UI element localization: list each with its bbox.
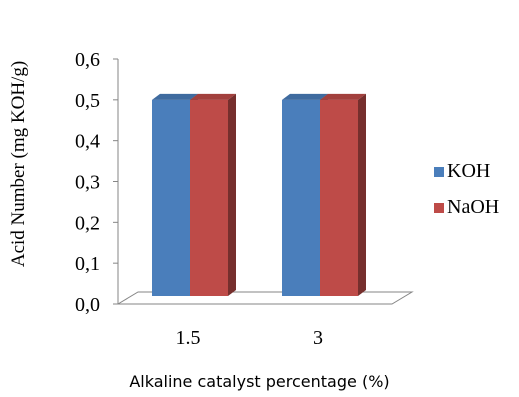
legend: KOH NaOH bbox=[434, 160, 499, 218]
y-tick-label: 0,5 bbox=[75, 90, 100, 112]
y-tick-label: 0,4 bbox=[75, 131, 100, 153]
bar-naoh-3 bbox=[320, 93, 366, 296]
y-tick-label: 0,3 bbox=[75, 172, 100, 194]
chart-bars bbox=[152, 93, 366, 296]
legend-label-koh: KOH bbox=[447, 160, 490, 182]
x-tick-label: 1.5 bbox=[176, 327, 201, 349]
legend-swatch-naoh bbox=[434, 203, 444, 213]
bar-front bbox=[320, 99, 358, 296]
bar-top bbox=[152, 93, 198, 100]
bar-front bbox=[190, 99, 228, 296]
y-tick-label: 0,0 bbox=[75, 294, 100, 316]
bar-naoh-1.5 bbox=[190, 93, 236, 296]
y-tick-label: 0,2 bbox=[75, 212, 100, 234]
y-axis-label: Acid Number (mg KOH/g) bbox=[8, 61, 29, 267]
bar-side bbox=[358, 93, 366, 296]
y-tick-labels: 0,0 0,1 0,2 0,3 0,4 0,5 0,6 bbox=[75, 49, 100, 316]
x-axis-label: Alkaline catalyst percentage (%) bbox=[129, 372, 390, 391]
legend-swatch-koh bbox=[434, 167, 444, 177]
bar-top bbox=[282, 93, 328, 100]
legend-label-naoh: NaOH bbox=[447, 196, 499, 218]
bar-top bbox=[320, 93, 366, 100]
bar-front bbox=[282, 99, 320, 296]
bar-front bbox=[152, 99, 190, 296]
y-tick-label: 0,6 bbox=[75, 49, 100, 71]
bar-top bbox=[190, 93, 236, 100]
x-tick-label: 3 bbox=[313, 327, 323, 349]
y-tick-label: 0,1 bbox=[75, 253, 100, 275]
bar-side bbox=[228, 93, 236, 296]
x-tick-labels: 1.5 3 bbox=[176, 327, 324, 349]
